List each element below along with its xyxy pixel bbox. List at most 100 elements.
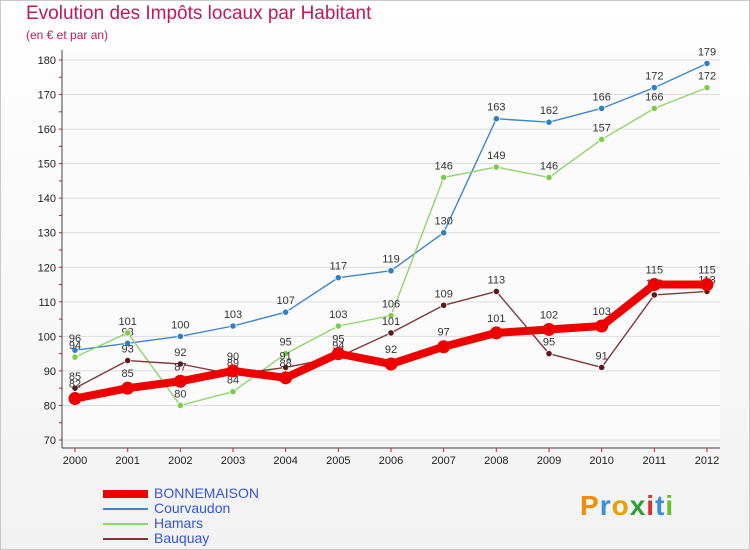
chart-title: Evolution des Impôts locaux par Habitant: [26, 3, 372, 24]
data-label-hamars: 80: [174, 388, 186, 400]
data-point-bonnemaison: [437, 340, 451, 354]
data-label-courvaudon: 179: [698, 46, 716, 58]
y-tick-label: 160: [38, 124, 56, 136]
data-point-bonnemaison: [384, 357, 398, 371]
data-label-hamars: 101: [118, 316, 136, 328]
x-tick-label: 2011: [643, 455, 667, 467]
data-point-hamars: [650, 104, 658, 112]
data-label-courvaudon: 117: [330, 261, 348, 273]
data-point-hamars: [545, 173, 553, 182]
data-point-courvaudon: [545, 118, 553, 126]
data-label-bauquay: 91: [280, 350, 292, 362]
plot-area: [62, 50, 720, 440]
data-point-bauquay: [282, 363, 290, 372]
data-point-bonnemaison: [226, 364, 240, 378]
data-point-bonnemaison: [331, 347, 345, 361]
data-label-hamars: 146: [540, 160, 558, 172]
data-point-courvaudon: [176, 332, 184, 340]
y-tick-label: 80: [44, 400, 56, 412]
data-label-hamars: 106: [382, 299, 400, 311]
data-label-bauquay: 91: [596, 350, 608, 362]
data-label-bauquay: 95: [543, 337, 555, 349]
x-tick-label: 2012: [695, 455, 719, 467]
x-tick-label: 2009: [537, 455, 561, 467]
x-tick-label: 2003: [221, 455, 245, 467]
data-label-courvaudon: 166: [592, 91, 610, 103]
data-label-bonnemaison: 90: [227, 351, 239, 363]
data-point-courvaudon: [492, 115, 500, 123]
data-label-hamars: 95: [280, 337, 292, 349]
data-label-bauquay: 113: [488, 274, 506, 286]
data-point-bauquay: [124, 356, 132, 365]
data-point-courvaudon: [387, 267, 395, 275]
data-label-bonnemaison: 85: [122, 368, 134, 380]
data-label-courvaudon: 100: [171, 319, 189, 331]
proxiti-logo: Proxiti: [580, 490, 675, 521]
data-point-bauquay: [650, 291, 658, 299]
data-label-courvaudon: 163: [487, 102, 505, 114]
data-label-bauquay: 101: [382, 316, 400, 328]
y-tick-label: 140: [38, 193, 56, 205]
data-label-courvaudon: 119: [382, 254, 400, 266]
chart-subtitle: (en € et par an): [26, 28, 109, 42]
data-label-bauquay: 85: [69, 371, 81, 383]
data-point-courvaudon: [124, 339, 132, 347]
x-tick-label: 2004: [273, 455, 297, 467]
data-label-bonnemaison: 82: [69, 379, 81, 391]
x-tick-label: 2006: [379, 455, 403, 467]
data-label-courvaudon: 96: [69, 333, 81, 345]
data-label-hamars: 103: [329, 309, 347, 321]
data-label-bonnemaison: 115: [646, 265, 664, 277]
y-tick-label: 150: [38, 159, 56, 171]
data-point-courvaudon: [334, 274, 342, 282]
data-label-courvaudon: 172: [645, 71, 663, 83]
data-label-bonnemaison: 87: [174, 361, 186, 373]
data-point-bauquay: [440, 301, 448, 309]
data-label-hamars: 94: [69, 340, 81, 352]
data-point-bonnemaison: [68, 392, 82, 406]
data-label-bauquay: 92: [174, 347, 186, 359]
y-tick-label: 90: [44, 366, 56, 378]
data-point-bonnemaison: [121, 381, 135, 395]
x-tick-label: 2005: [326, 455, 350, 467]
data-label-bonnemaison: 101: [487, 313, 505, 325]
x-tick-label: 2008: [484, 455, 508, 467]
data-point-bauquay: [545, 350, 553, 358]
legend-label-bauquay: Bauquay: [154, 530, 210, 546]
y-tick-label: 180: [38, 55, 56, 67]
data-label-hamars: 84: [227, 375, 239, 387]
data-point-bauquay: [176, 360, 184, 368]
data-point-bonnemaison: [279, 371, 293, 385]
data-label-hamars: 172: [698, 71, 716, 83]
legend-label-hamars: Hamars: [154, 515, 204, 531]
y-tick-label: 110: [38, 297, 56, 309]
data-label-bonnemaison: 97: [438, 327, 450, 339]
data-label-bonnemaison: 88: [280, 358, 292, 370]
data-point-courvaudon: [440, 229, 448, 237]
x-tick-label: 2002: [168, 455, 192, 467]
data-point-bauquay: [387, 329, 395, 337]
data-label-courvaudon: 107: [276, 295, 294, 307]
data-label-hamars: 149: [487, 150, 505, 162]
y-tick-label: 130: [38, 228, 56, 240]
data-point-bonnemaison: [489, 326, 503, 340]
data-point-hamars: [176, 401, 184, 410]
y-tick-label: 120: [38, 262, 56, 274]
data-label-bonnemaison: 103: [592, 306, 610, 318]
data-point-hamars: [229, 388, 237, 396]
data-point-bonnemaison: [173, 374, 187, 388]
data-point-courvaudon: [282, 308, 290, 316]
y-tick-label: 170: [38, 90, 56, 102]
legend-label-bonnemaison: BONNEMAISON: [154, 485, 260, 501]
data-label-bonnemaison: 92: [385, 344, 397, 356]
data-point-bauquay: [492, 287, 500, 296]
data-label-bonnemaison: 95: [332, 334, 344, 346]
data-label-courvaudon: 162: [540, 105, 558, 117]
data-point-courvaudon: [598, 104, 606, 112]
data-point-courvaudon: [229, 322, 237, 330]
data-label-hamars: 157: [592, 122, 610, 134]
data-label-hamars: 146: [434, 160, 452, 172]
data-label-bonnemaison: 102: [540, 309, 558, 321]
data-point-hamars: [703, 84, 711, 92]
